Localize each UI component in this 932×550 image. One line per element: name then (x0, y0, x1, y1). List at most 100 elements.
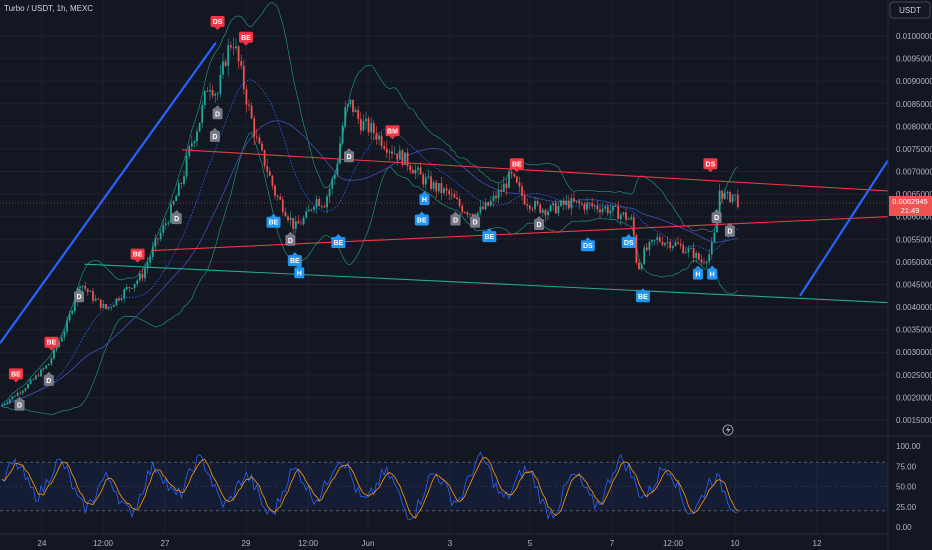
candle-body (414, 169, 417, 174)
price-axis[interactable]: 0.0100000 0.0095000 0.0090000 0.0085000 0.00… (896, 32, 932, 425)
candle-body (601, 208, 604, 213)
moving-average (1, 120, 738, 406)
signal-marker-neutral[interactable]: D (209, 127, 220, 142)
candle-body (549, 205, 552, 212)
trendline[interactable] (182, 149, 889, 192)
candle-body (45, 365, 48, 369)
signal-marker-buy[interactable]: BE (414, 211, 429, 226)
candle-body (258, 137, 261, 144)
lightning-icon[interactable] (722, 424, 734, 436)
signal-label: DS (624, 240, 634, 247)
candle-body (469, 213, 471, 215)
candle-body (86, 288, 89, 292)
signal-marker-buy[interactable]: BE (331, 234, 346, 249)
candle-body (341, 125, 344, 144)
candle-body (656, 237, 659, 240)
candle-body (154, 238, 157, 247)
signal-marker-neutral[interactable]: D (74, 288, 85, 303)
candle-body (383, 146, 386, 149)
signal-label: BE (133, 252, 143, 259)
signal-label: D (473, 220, 478, 227)
signal-marker-sell[interactable]: DS (210, 15, 225, 30)
candle-body (583, 203, 586, 210)
currency-button[interactable]: USDT (889, 1, 931, 19)
signal-label: H (422, 197, 427, 204)
signal-marker-neutral[interactable]: D (534, 215, 545, 230)
signal-marker-neutral[interactable]: D (450, 211, 461, 226)
signal-marker-sell[interactable]: BE (509, 158, 524, 173)
candle-body (157, 238, 159, 240)
candle-body (534, 201, 536, 210)
candle-body (367, 118, 370, 133)
currency-label: USDT (899, 6, 921, 15)
candle-body (612, 205, 614, 211)
candle-body (120, 298, 123, 301)
candle-body (151, 246, 154, 258)
signal-marker-neutral[interactable]: D (343, 148, 354, 163)
trendline[interactable] (799, 159, 889, 297)
candle-body (284, 211, 287, 217)
signal-marker-sell[interactable]: BE (44, 336, 59, 351)
signal-marker-buy[interactable]: H (294, 264, 305, 279)
time-tick: 24 (38, 539, 47, 548)
rsi-tick: 75.00 (896, 462, 917, 471)
signal-marker-sell[interactable]: BM (385, 125, 400, 140)
signal-label: BE (417, 217, 427, 224)
time-tick: 10 (731, 539, 740, 548)
signal-marker-neutral[interactable]: D (212, 105, 223, 120)
candle-body (271, 175, 274, 186)
signal-marker-buy[interactable]: H (419, 191, 430, 206)
candle-body (643, 247, 646, 265)
candle-body (11, 396, 14, 400)
candle-body (183, 176, 185, 184)
candle-body (229, 45, 232, 48)
signal-marker-neutral[interactable]: D (470, 213, 481, 228)
candle-body (627, 219, 630, 220)
candle-body (544, 209, 547, 216)
candle-body (505, 183, 508, 189)
time-axis[interactable]: 24 12:00 27 29 12:00 Jun 3 5 7 12:00 10 12 (38, 539, 822, 548)
candle-body (112, 304, 115, 307)
signal-marker-buy[interactable]: BE (635, 288, 650, 303)
signal-marker-buy[interactable]: H (707, 265, 718, 280)
signal-label: D (212, 134, 217, 141)
signal-marker-buy[interactable]: BE (266, 213, 281, 228)
signal-marker-sell[interactable]: DS (703, 158, 718, 173)
candle-body (305, 211, 308, 218)
candle-body (632, 217, 635, 236)
trendline[interactable] (0, 42, 217, 344)
signal-marker-buy[interactable]: BE (482, 228, 497, 243)
signal-marker-neutral[interactable]: D (724, 222, 735, 237)
candle-body (635, 235, 638, 263)
candle-body (609, 210, 612, 214)
signal-label: BE (241, 35, 251, 42)
signal-marker-buy[interactable]: H (692, 265, 703, 280)
signal-marker-neutral[interactable]: D (14, 396, 25, 411)
signal-marker-sell[interactable]: BE (238, 31, 253, 46)
price-tick: 0.0035000 (896, 326, 932, 335)
signal-marker-neutral[interactable]: D (711, 209, 722, 224)
candle-body (690, 247, 692, 249)
candle-body (375, 133, 378, 140)
signal-label: DS (213, 19, 223, 26)
candle-body (497, 189, 500, 199)
signal-label: BE (11, 371, 21, 378)
time-tick: 27 (161, 539, 170, 548)
signal-marker-neutral[interactable]: D (285, 231, 296, 246)
rsi-axis[interactable]: 100.00 75.00 50.00 25.00 0.00 (896, 442, 921, 532)
trendline[interactable] (84, 263, 889, 304)
trendline[interactable] (150, 216, 889, 252)
signal-marker-sell[interactable]: BE (8, 368, 23, 383)
signal-marker-buy[interactable]: DS (580, 237, 595, 252)
candle-body (97, 298, 100, 300)
candle-body (29, 379, 32, 384)
signal-marker-neutral[interactable]: D (171, 210, 182, 225)
signal-marker-buy[interactable]: DS (621, 234, 636, 249)
price-tick: 0.0070000 (896, 168, 932, 177)
signal-marker-buy[interactable]: BE (287, 252, 302, 267)
candle-body (336, 163, 339, 175)
candle-body (105, 303, 107, 309)
signal-marker-neutral[interactable]: D (43, 371, 54, 386)
signal-marker-sell[interactable]: BE (130, 248, 145, 263)
